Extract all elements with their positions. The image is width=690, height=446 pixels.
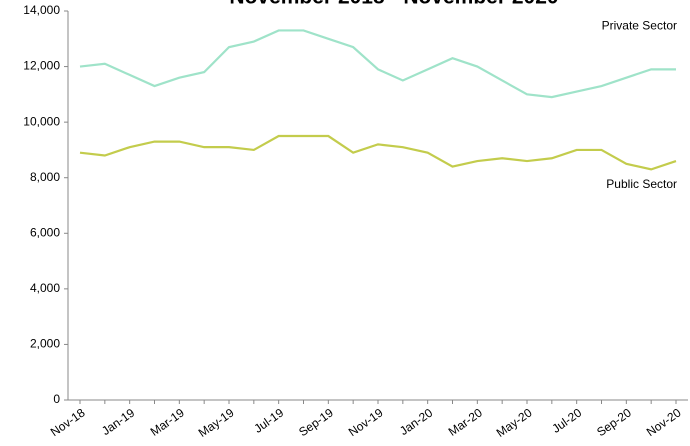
x-tick-label: Jul-20 — [549, 405, 584, 435]
y-tick-label: 10,000 — [23, 114, 60, 128]
x-tick-label: May-20 — [494, 405, 535, 440]
x-tick-label: Jan-19 — [99, 405, 137, 438]
x-tick-label: May-19 — [196, 405, 237, 440]
series-line — [79, 29, 676, 99]
x-tick-label: Jul-19 — [251, 405, 286, 435]
x-tick-label: Mar-20 — [446, 405, 485, 438]
y-tick-label: 14,000 — [23, 3, 60, 17]
x-tick-label: Jan-20 — [397, 405, 435, 438]
y-tick-label: 0 — [53, 392, 60, 406]
series-line — [79, 134, 677, 171]
x-tick-label: Sep-20 — [594, 405, 634, 439]
y-tick-label: 12,000 — [23, 59, 60, 73]
y-tick-label: 8,000 — [30, 170, 60, 184]
y-tick-label: 4,000 — [30, 281, 60, 295]
x-tick-label: Sep-19 — [296, 405, 336, 439]
y-tick-label: 2,000 — [30, 337, 60, 351]
y-tick-label: 6,000 — [30, 225, 60, 239]
series-label: Public Sector — [606, 177, 677, 191]
x-tick-label: Nov-19 — [346, 405, 386, 439]
x-tick-label: Nov-20 — [644, 405, 684, 439]
series-label: Private Sector — [602, 19, 677, 33]
x-tick-label: Mar-19 — [148, 405, 187, 438]
x-tick-label: Nov-18 — [48, 405, 88, 439]
chart-title: November 2018 - November 2020 — [229, 0, 558, 9]
